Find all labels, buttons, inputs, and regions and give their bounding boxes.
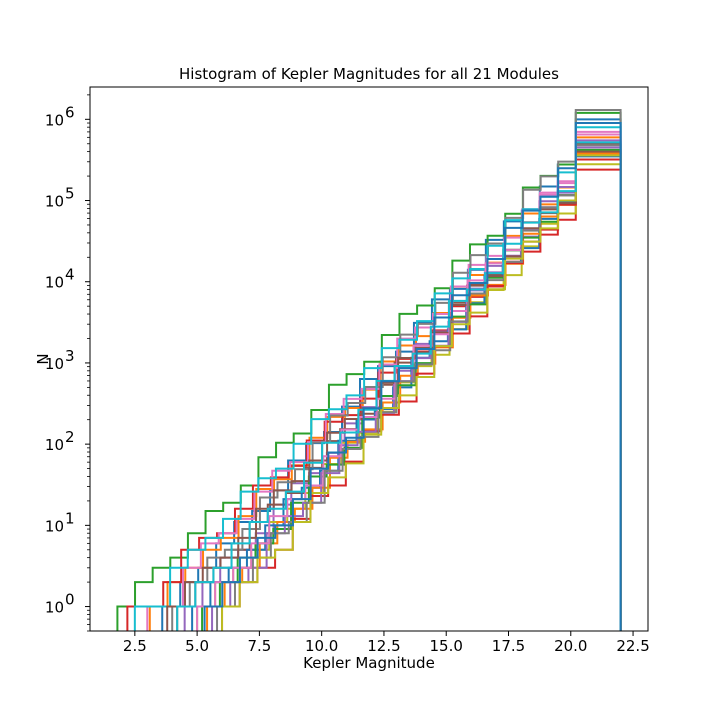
y-tick-label: 10 xyxy=(45,193,64,211)
y-tick-label: 10 xyxy=(45,274,64,292)
y-tick-label: 10 xyxy=(45,355,64,373)
x-axis-label: Kepler Magnitude xyxy=(303,654,435,672)
x-tick-label: 2.5 xyxy=(123,637,147,655)
y-tick-exponent: 5 xyxy=(65,185,75,203)
histogram-series-3 xyxy=(116,111,622,631)
y-tick-exponent: 1 xyxy=(65,509,75,527)
chart-title: Histogram of Kepler Magnitudes for all 2… xyxy=(179,65,559,83)
x-axis-ticks: 2.5 5.0 7.5 10.0 12.5 15.0 17.5 20.0 22.5 xyxy=(123,631,650,655)
y-tick-label: 10 xyxy=(45,599,64,617)
x-tick-label: 10.0 xyxy=(305,637,338,655)
histogram-series-18 xyxy=(216,144,622,631)
y-tick-exponent: 2 xyxy=(65,428,75,446)
histogram-series-layer xyxy=(116,109,622,631)
x-tick-label: 17.5 xyxy=(492,637,525,655)
x-tick-label: 22.5 xyxy=(616,637,649,655)
x-tick-label: 12.5 xyxy=(367,637,400,655)
x-tick-label: 7.5 xyxy=(247,637,271,655)
y-tick-label: 10 xyxy=(45,517,64,535)
y-tick-label: 10 xyxy=(45,436,64,454)
histogram-series-8 xyxy=(171,109,622,631)
y-axis-label: N xyxy=(34,353,52,364)
x-tick-label: 5.0 xyxy=(185,637,209,655)
y-tick-exponent: 3 xyxy=(65,347,75,365)
y-tick-exponent: 6 xyxy=(65,103,75,121)
x-tick-label: 20.0 xyxy=(554,637,587,655)
histogram-series-21 xyxy=(203,122,622,631)
x-tick-label: 15.0 xyxy=(430,637,463,655)
y-tick-exponent: 0 xyxy=(65,591,75,609)
y-tick-label: 10 xyxy=(45,111,64,129)
histogram-series-19 xyxy=(221,154,622,631)
y-tick-exponent: 4 xyxy=(65,266,75,284)
histogram-series-14 xyxy=(221,158,622,631)
plot-frame xyxy=(89,86,649,632)
